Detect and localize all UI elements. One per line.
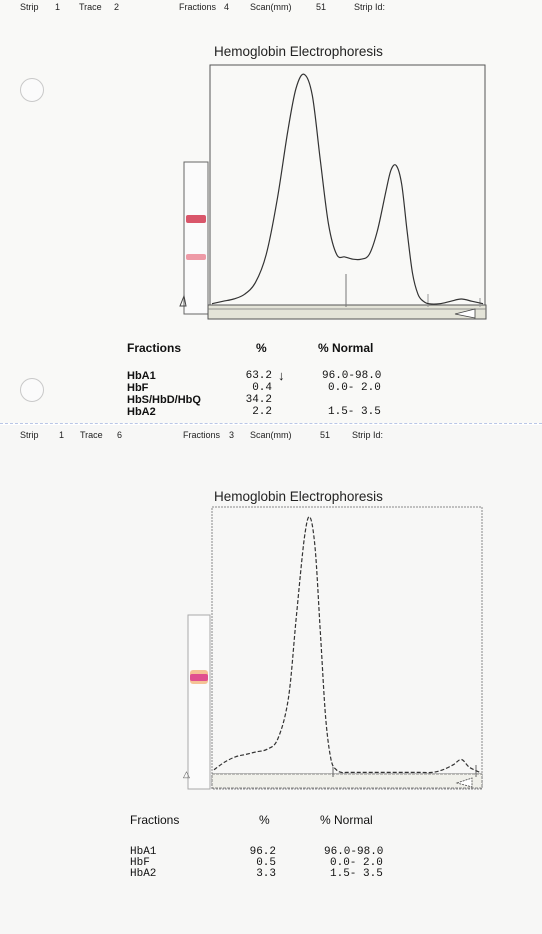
densitometry-trace <box>211 73 484 305</box>
fractions-table: Fractions % % Normal HbA1 96.2 96.0-98.0… <box>0 425 542 934</box>
chart-title: Hemoglobin Electrophoresis <box>214 489 383 504</box>
fraction-normal-range: 0.0- 2.0 <box>328 382 381 394</box>
fraction-name: HbA2 <box>130 868 157 880</box>
scan-value: 51 <box>316 2 327 12</box>
end-marker-icon <box>454 308 476 319</box>
col-header-fraction: Fractions <box>127 341 182 355</box>
fraction-normal-range: 1.5- 3.5 <box>330 868 383 880</box>
fractions-value: 3 <box>229 430 235 440</box>
fraction-percent: 0.5 <box>256 857 276 869</box>
punch-hole <box>20 78 44 102</box>
trace-value: 2 <box>114 2 120 12</box>
strip-marker-icon: △ <box>183 769 190 779</box>
scan-label: Scan(mm) <box>250 430 292 440</box>
strip-value: 1 <box>59 430 65 440</box>
fractions-table: Fractions % % Normal HbA1 63.2 ↓ 96.0-98… <box>0 0 542 423</box>
col-header-fraction: Fractions <box>130 813 180 827</box>
baseline-bar <box>207 304 487 320</box>
electrophoresis-chart: △ <box>183 506 483 790</box>
scan-value: 51 <box>320 430 331 440</box>
fraction-normal-range: 96.0-98.0 <box>324 846 384 858</box>
strip-label: Strip <box>20 2 39 12</box>
fraction-name: HbS/HbD/HbQ <box>127 394 201 406</box>
electrophoresis-report-1: Strip 1 Trace 2 Fractions 4 Scan(mm) 51 … <box>0 0 542 423</box>
plot-frame <box>211 506 483 790</box>
fraction-percent: 2.2 <box>252 406 272 418</box>
strip-id-label: Strip Id: <box>354 2 386 12</box>
baseline-bar <box>211 773 483 789</box>
col-header-normal: % Normal <box>318 341 374 355</box>
fractions-label: Fractions <box>179 2 217 12</box>
densitometry-trace <box>213 516 481 774</box>
gel-band-hba1 <box>190 674 208 681</box>
col-header-percent: % <box>259 813 270 827</box>
electrophoresis-chart <box>179 64 487 320</box>
punch-hole <box>20 378 44 402</box>
low-flag-arrow-icon: ↓ <box>278 368 285 383</box>
report-header: Strip 1 Trace 2 Fractions 4 Scan(mm) 51 … <box>0 0 542 20</box>
col-header-percent: % <box>256 341 267 355</box>
strip-marker-icon <box>179 294 187 307</box>
end-marker-icon <box>455 777 473 788</box>
trace-label: Trace <box>79 2 102 12</box>
fraction-normal-range: 1.5- 3.5 <box>328 406 381 418</box>
trace-value: 6 <box>117 430 123 440</box>
panel-separator <box>0 423 542 425</box>
fraction-normal-range: 0.0- 2.0 <box>330 857 383 869</box>
gel-strip <box>187 614 211 790</box>
fractions-value: 4 <box>224 2 230 12</box>
fraction-percent: 0.4 <box>252 382 272 394</box>
gel-band-hbs <box>186 254 206 260</box>
chart-title: Hemoglobin Electrophoresis <box>214 44 383 59</box>
fractions-label: Fractions <box>183 430 221 440</box>
fraction-name: HbF <box>130 857 150 869</box>
trace-group <box>211 73 484 305</box>
fraction-percent: 96.2 <box>249 846 276 858</box>
fraction-percent: 3.3 <box>256 868 276 880</box>
fraction-name: HbA1 <box>130 846 157 858</box>
scan-label: Scan(mm) <box>250 2 292 12</box>
report-header: Strip 1 Trace 6 Fractions 3 Scan(mm) 51 … <box>0 425 542 445</box>
fraction-name: HbA1 <box>127 370 156 382</box>
strip-value: 1 <box>55 2 61 12</box>
trace-group <box>213 516 481 774</box>
fraction-name: HbF <box>127 382 149 394</box>
electrophoresis-report-2: Strip 1 Trace 6 Fractions 3 Scan(mm) 51 … <box>0 425 542 934</box>
col-header-normal: % Normal <box>320 813 373 827</box>
fraction-percent: 63.2 <box>245 370 272 382</box>
gel-strip <box>183 161 209 315</box>
fraction-normal-range: 96.0-98.0 <box>322 370 382 382</box>
gel-band-hba1 <box>186 215 206 223</box>
fraction-name: HbA2 <box>127 406 156 418</box>
trace-label: Trace <box>80 430 103 440</box>
strip-label: Strip <box>20 430 39 440</box>
strip-id-label: Strip Id: <box>352 430 384 440</box>
fraction-percent: 34.2 <box>245 394 272 406</box>
